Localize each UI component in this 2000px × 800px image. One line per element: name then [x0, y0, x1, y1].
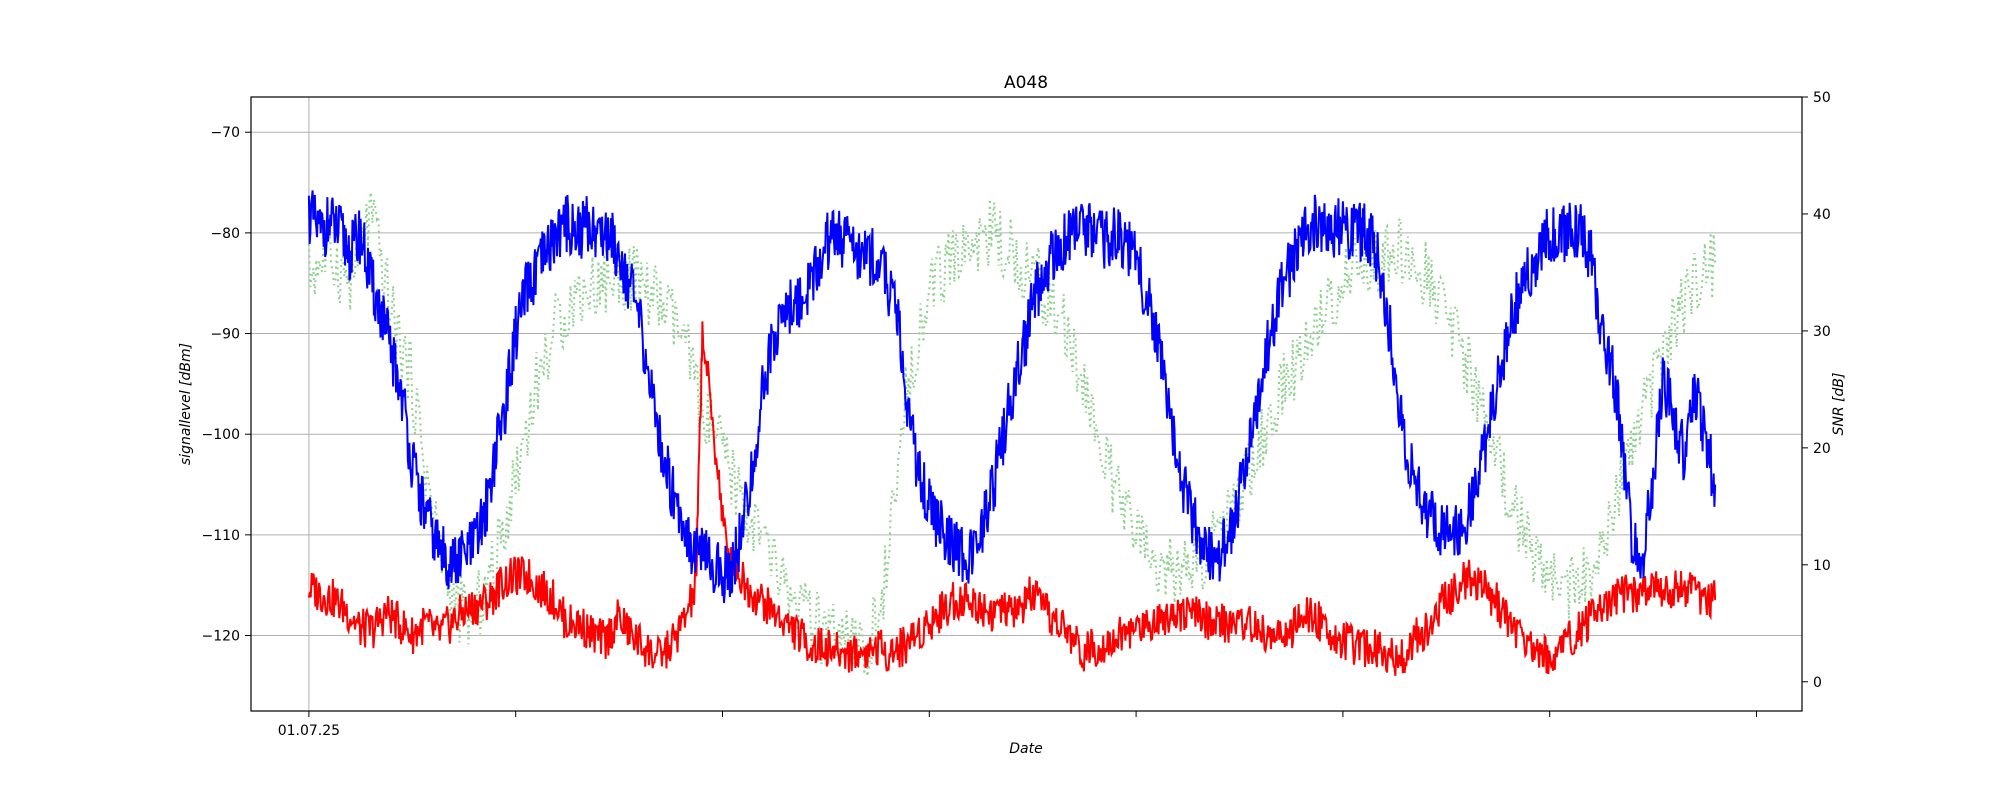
x-axis-label: Date [1009, 741, 1042, 757]
plot-frame [250, 96, 1803, 712]
y-tick-label: −80 [210, 226, 240, 242]
y2-axis-label: SNR [dB] [1831, 373, 1847, 436]
y-tick-label: −120 [202, 629, 240, 645]
y-axis-label: signallevel [dBm] [178, 343, 194, 465]
y-tick-label: −100 [202, 427, 240, 443]
y-tick-label: −90 [210, 327, 240, 343]
signallevel-series-line [307, 190, 1717, 604]
x-tick-label: 01.07.25 [278, 723, 340, 739]
chart-title: A048 [1004, 73, 1048, 93]
y2-tick-label: 30 [1813, 324, 1831, 340]
series-group [307, 190, 1717, 677]
reference-series-line [307, 191, 1717, 677]
y2-tick-label: 40 [1813, 207, 1831, 223]
axis-ticks: −70 −80 −90 −100 −110 −120 0 10 20 30 40 50 01.07.25 [202, 90, 1831, 739]
y2-tick-label: 0 [1813, 675, 1822, 691]
y-tick-label: −110 [202, 528, 240, 544]
snr-series-line [307, 321, 1717, 676]
y2-tick-label: 50 [1813, 90, 1831, 106]
y-tick-label: −70 [210, 125, 240, 141]
y2-tick-label: 10 [1813, 558, 1831, 574]
y2-tick-label: 20 [1813, 441, 1831, 457]
